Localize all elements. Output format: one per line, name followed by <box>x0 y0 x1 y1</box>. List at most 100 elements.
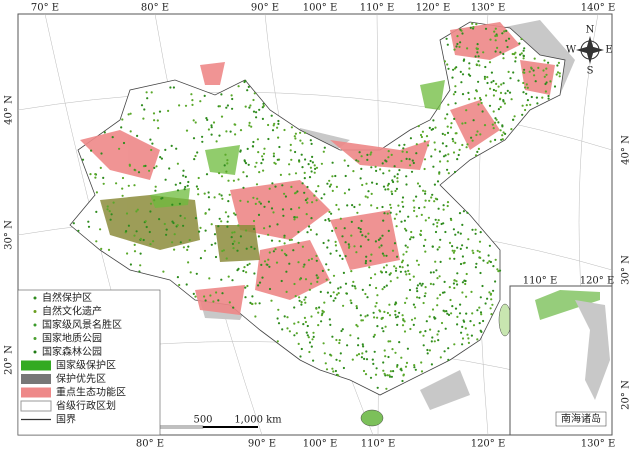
site-point <box>160 197 163 200</box>
site-point <box>359 177 362 180</box>
site-point <box>158 110 162 113</box>
site-point <box>424 330 427 333</box>
site-point <box>435 269 438 272</box>
site-point <box>301 166 304 169</box>
site-point <box>409 137 412 140</box>
site-point <box>386 311 389 315</box>
top-lon-label: 110° E <box>360 3 395 14</box>
scale-label: 1,000 km <box>234 415 282 426</box>
site-point <box>367 190 370 193</box>
site-point <box>398 210 402 213</box>
site-point <box>182 246 185 249</box>
site-point <box>497 121 500 124</box>
site-point <box>453 117 456 120</box>
site-point <box>342 304 345 307</box>
site-point <box>182 169 185 172</box>
site-point <box>406 264 409 267</box>
site-point <box>338 254 342 257</box>
site-point <box>149 138 152 141</box>
site-point <box>258 302 261 305</box>
site-point <box>501 32 504 35</box>
site-point <box>355 354 359 357</box>
site-point <box>460 331 463 334</box>
site-point <box>513 115 516 118</box>
site-point <box>100 152 103 155</box>
site-point <box>361 183 364 187</box>
site-point <box>450 122 453 125</box>
site-point <box>461 255 464 258</box>
site-point <box>354 287 357 290</box>
site-point <box>453 249 456 252</box>
site-point <box>223 164 226 167</box>
site-point <box>542 69 545 72</box>
site-point <box>303 316 306 319</box>
site-point <box>549 80 552 83</box>
site-point <box>208 208 211 211</box>
site-point <box>362 369 366 373</box>
site-point <box>424 250 427 253</box>
site-point <box>456 323 459 326</box>
site-point <box>416 290 419 293</box>
site-point <box>433 200 436 203</box>
site-point <box>90 149 93 152</box>
site-point <box>389 280 392 283</box>
site-point <box>244 162 248 165</box>
site-point <box>477 103 480 106</box>
site-point <box>205 117 208 120</box>
site-point <box>268 265 271 268</box>
scale-label: 500 <box>193 415 212 426</box>
site-point <box>356 211 359 214</box>
site-point <box>432 283 435 286</box>
site-point <box>327 268 330 271</box>
site-point <box>413 366 416 369</box>
site-point <box>329 295 332 298</box>
site-point <box>263 147 266 150</box>
site-point <box>376 316 379 319</box>
site-point <box>535 96 539 99</box>
site-point <box>478 240 482 243</box>
site-point <box>293 216 296 219</box>
site-point <box>454 141 457 144</box>
site-point <box>270 239 274 242</box>
site-point <box>451 305 454 308</box>
site-point <box>207 196 210 199</box>
legend-label: 国界 <box>56 414 76 426</box>
site-point <box>218 134 221 137</box>
site-point <box>294 137 297 140</box>
site-point <box>186 184 189 187</box>
site-point <box>261 117 264 120</box>
site-point <box>310 282 313 285</box>
site-point <box>479 311 483 314</box>
site-point <box>281 208 285 211</box>
site-point <box>299 355 302 358</box>
site-point <box>319 290 322 293</box>
site-point <box>454 90 457 94</box>
site-point <box>428 126 431 129</box>
site-point <box>328 318 331 321</box>
site-point <box>523 68 526 71</box>
site-point <box>534 80 537 83</box>
site-point <box>380 317 383 320</box>
site-point <box>510 98 513 101</box>
site-point <box>303 263 306 266</box>
site-point <box>489 87 492 90</box>
site-point <box>447 67 450 70</box>
site-point <box>247 163 250 166</box>
site-point <box>469 74 472 77</box>
site-point <box>375 301 378 305</box>
site-point <box>384 325 387 328</box>
site-point <box>502 131 505 134</box>
site-point <box>528 70 531 73</box>
site-point <box>155 165 158 168</box>
site-point <box>220 194 223 197</box>
site-point <box>445 37 448 40</box>
site-point <box>364 259 368 263</box>
site-point <box>415 259 419 262</box>
site-point <box>221 249 224 253</box>
site-point <box>250 125 253 128</box>
site-point <box>428 349 431 352</box>
site-point <box>171 220 174 223</box>
site-point <box>461 291 464 294</box>
site-point <box>309 159 312 163</box>
site-point <box>353 245 356 248</box>
